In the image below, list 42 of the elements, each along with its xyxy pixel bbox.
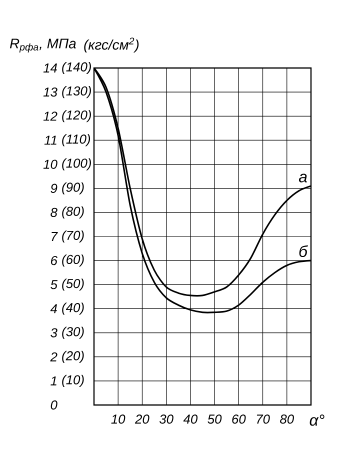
y-tick-label: 4 (50, 304, 57, 314)
x-tick-label: 50 (208, 414, 222, 424)
y-tick-label: 0 (50, 400, 58, 410)
x-tick-label: 80 (280, 414, 294, 424)
x-tick-label: 70 (256, 414, 270, 424)
y2-tick-label: (70) (62, 230, 84, 243)
y2-tick-label: (100) (62, 158, 91, 170)
y-tick-label: 6 (51, 256, 58, 266)
y-tick-label: 2 (50, 352, 58, 362)
y2-tick-label: (50) (62, 278, 84, 291)
x-axis-title: α° (310, 414, 324, 426)
series-label: б (299, 245, 308, 258)
x-tick-label: 20 (134, 414, 150, 424)
y2-tick-label: (80) (62, 206, 84, 218)
x-tick-label: 60 (232, 414, 246, 424)
y-tick-label: 5 (50, 280, 58, 290)
y2-tick-label: (140) (62, 62, 91, 74)
y-tick-label: 7 (52, 232, 58, 241)
x-tick-label: 30 (159, 414, 174, 424)
y-tick-label: 1 (50, 376, 56, 386)
y-tick-label: 9 (50, 184, 58, 193)
y2-tick-label: (10) (62, 374, 84, 387)
y2-tick-label: (20) (62, 350, 84, 363)
y2-tick-label: (110) (62, 134, 90, 146)
x-tick-label: 10 (111, 414, 126, 424)
y-tick-label: 3 (50, 328, 58, 338)
series-label: а (298, 174, 307, 182)
y2-axis-title: (кгс/см$^{2}$) (84, 38, 139, 52)
y2-tick-label: (30) (62, 326, 84, 339)
y-axis-title: R$_{рфа}$, МПа (10, 38, 76, 52)
y2-tick-label: (90) (62, 182, 84, 194)
y-tick-label: 10 (43, 160, 58, 169)
y2-tick-label: (60) (62, 254, 84, 267)
x-tick-label: 40 (183, 414, 198, 424)
y-tick-label: 14 (43, 64, 57, 72)
y2-tick-label: (120) (62, 110, 91, 122)
y-tick-label: 8 (50, 208, 58, 218)
y2-tick-label: (130) (62, 86, 91, 98)
y-tick-label: 12 (43, 112, 58, 121)
y-tick-label: 13 (43, 87, 58, 97)
y2-tick-label: (40) (62, 302, 84, 315)
y-tick-label: 11 (44, 136, 56, 145)
